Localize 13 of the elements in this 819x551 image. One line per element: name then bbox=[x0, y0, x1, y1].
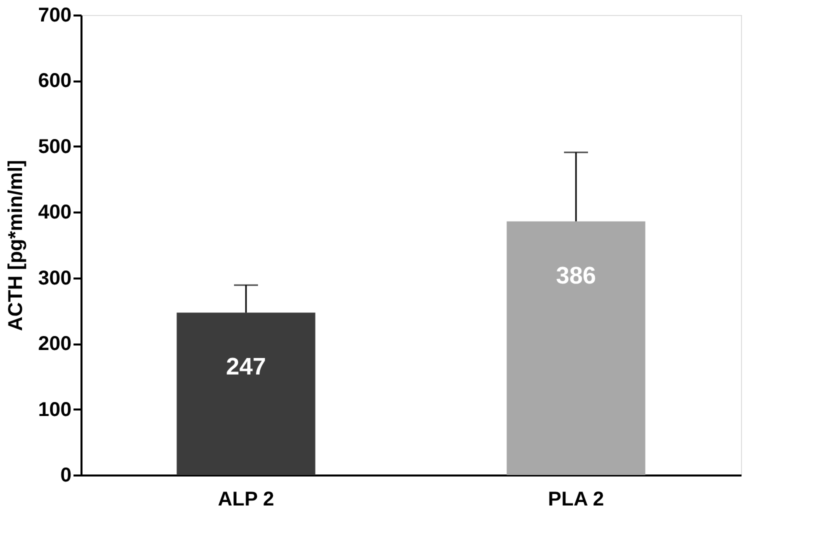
y-tick-label: 200 bbox=[38, 333, 72, 356]
y-tick-label: 700 bbox=[38, 4, 72, 26]
y-axis-title: ACTH [pg*min/ml] bbox=[5, 160, 28, 332]
x-tick-label: ALP 2 bbox=[218, 488, 274, 510]
y-tick-label: 300 bbox=[38, 267, 72, 290]
data-label: 247 bbox=[226, 354, 266, 381]
y-tick-label: 100 bbox=[38, 398, 72, 421]
y-tick-label: 600 bbox=[38, 70, 72, 92]
y-tick-label: 500 bbox=[38, 136, 72, 158]
x-tick-label: PLA 2 bbox=[548, 488, 604, 510]
data-label: 386 bbox=[556, 262, 596, 290]
y-tick-label: 400 bbox=[38, 202, 72, 224]
y-tick-label: 0 bbox=[60, 464, 72, 486]
